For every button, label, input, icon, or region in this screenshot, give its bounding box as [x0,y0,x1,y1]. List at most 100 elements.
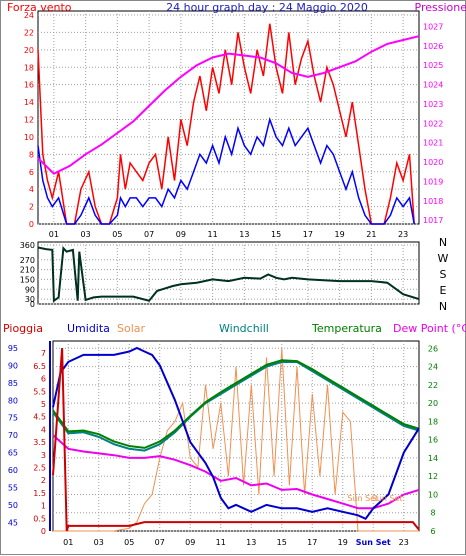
wind-speed-axis-title: Forza vento [7,1,72,14]
wind-tick-label: 8 [29,150,34,159]
pressure-tick-label: 1019 [423,177,443,186]
temperature-tick-label: 6 [430,527,435,536]
rain-tick-label: 7 [41,349,46,358]
legend-entry: Umidita [67,322,110,335]
dewpoint-line [52,434,420,510]
wind-time-tick-label: 21 [366,230,376,239]
pressure-tick-label: 1023 [423,100,443,109]
humidity-line [52,346,420,521]
bottom-time-axis-ticks: 01 03 05 07 09 11 13 15 17 19 Sun Set 23 [63,538,409,547]
wind-tick-label: 10 [24,133,34,142]
wind-time-tick-label: 19 [335,230,345,239]
humidity-tick-label: 65 [8,449,18,458]
direction-tick-label: 30 [25,295,35,304]
wind-time-tick-label: 01 [49,230,59,239]
pressure-tick-label: 1020 [423,158,443,167]
humidity-tick-label: 85 [8,379,18,388]
rain-line [52,348,420,532]
wind-time-tick-label: 17 [303,230,313,239]
wind-tick-label: 22 [24,28,34,37]
temperature-tick-label: 16 [428,436,438,445]
pressure-axis-ticks: 1017 1018 1019 1020 1021 1022 1023 1024 1025 1026… [423,22,443,225]
graph-title: 24 hour graph day : 24 Maggio 2020 [166,1,368,14]
wind-time-tick-label: 07 [144,230,154,239]
compass-label: W [438,252,449,265]
bottom-time-tick-label: 13 [246,538,256,547]
rain-tick-label: 4 [41,425,46,434]
solar-line [53,348,419,532]
humidity-tick-label: 95 [8,344,18,353]
wind-low-line [37,116,415,225]
rain-tick-label: 4.5 [33,413,46,422]
wind-tick-label: 16 [24,81,34,90]
windchill-line [52,361,420,452]
sunset-annotation-label: Sun Set [372,494,403,503]
pressure-axis-title: Pressione [415,1,466,14]
rain-tick-label: 5 [41,400,46,409]
humidity-tick-label: 60 [8,466,18,475]
temperature-tick-label: 8 [430,509,435,518]
rain-tick-label: 3 [41,451,46,460]
temperature-tick-label: 22 [428,381,438,390]
wind-pressure-series [37,23,420,225]
rain-tick-label: 6.5 [33,362,46,371]
temperature-tick-label: 24 [428,363,438,372]
wind-tick-label: 14 [24,98,34,107]
pressure-tick-label: 1024 [423,81,443,90]
wind-tick-label: 6 [29,168,34,177]
bottom-time-tick-label: 09 [185,538,195,547]
rain-tick-label: 0.5 [33,514,46,523]
temperature-tick-label: 10 [428,490,438,499]
wind-time-tick-label: 23 [398,230,408,239]
rain-tick-label: 3.5 [33,438,46,447]
bottom-time-tick-label: 07 [155,538,165,547]
wind-time-axis-ticks: 01 03 05 07 09 11 13 15 17 19 21 23 [49,230,408,239]
bottom-time-tick-label: 23 [399,538,409,547]
direction-panel-frame [37,241,420,305]
wind-tick-label: 4 [29,185,34,194]
humidity-tick-label: 50 [8,501,18,510]
wind-tick-label: 18 [24,63,34,72]
direction-tick-label: 360 [20,241,35,250]
rain-tick-label: 2.5 [33,463,46,472]
pressure-tick-label: 1026 [423,42,443,51]
compass-label: S [440,268,447,281]
humidity-tick-label: 75 [8,414,18,423]
bottom-time-tick-label: Sun Set [356,538,391,547]
pressure-line [37,35,420,175]
pressure-tick-label: 1027 [423,22,443,31]
wind-time-tick-label: 09 [176,230,186,239]
compass-label: N [439,236,447,249]
direction-tick-label: 270 [20,256,35,265]
pressure-tick-label: 1021 [423,139,443,148]
wind-time-tick-label: 03 [81,230,91,239]
temperature-tick-label: 14 [428,454,438,463]
pressure-tick-label: 1018 [423,197,443,206]
humidity-tick-label: 55 [8,483,18,492]
direction-tick-label: 150 [20,275,35,284]
bottom-time-tick-label: 11 [216,538,226,547]
bottom-time-tick-label: 05 [124,538,134,547]
bottom-time-tick-label: 01 [63,538,73,547]
rain-tick-label: 1.5 [33,489,46,498]
humidity-tick-label: 80 [8,396,18,405]
legend-entry: Dew Point (°C) [393,322,466,335]
compass-label: E [440,284,447,297]
pressure-tick-label: 1025 [423,61,443,70]
direction-tick-label: 90 [25,285,35,294]
rain-tick-label: 6 [41,375,46,384]
direction-tick-label: 0 [30,300,35,309]
humidity-tick-label: 70 [8,431,18,440]
direction-panel-grid [38,242,419,305]
wind-tick-label: 0 [29,220,34,229]
rain-humidity-temperature-panel: 0 0.5 1 1.5 2 2.5 3 3.5 4 4.5 5 5.5 6 6.5 7 45 50 55 60 65… [3,322,466,547]
bottom-time-tick-label: 03 [94,538,104,547]
bottom-time-tick-label: 15 [277,538,287,547]
sunset-annotation-label: Sun Set [347,494,378,503]
